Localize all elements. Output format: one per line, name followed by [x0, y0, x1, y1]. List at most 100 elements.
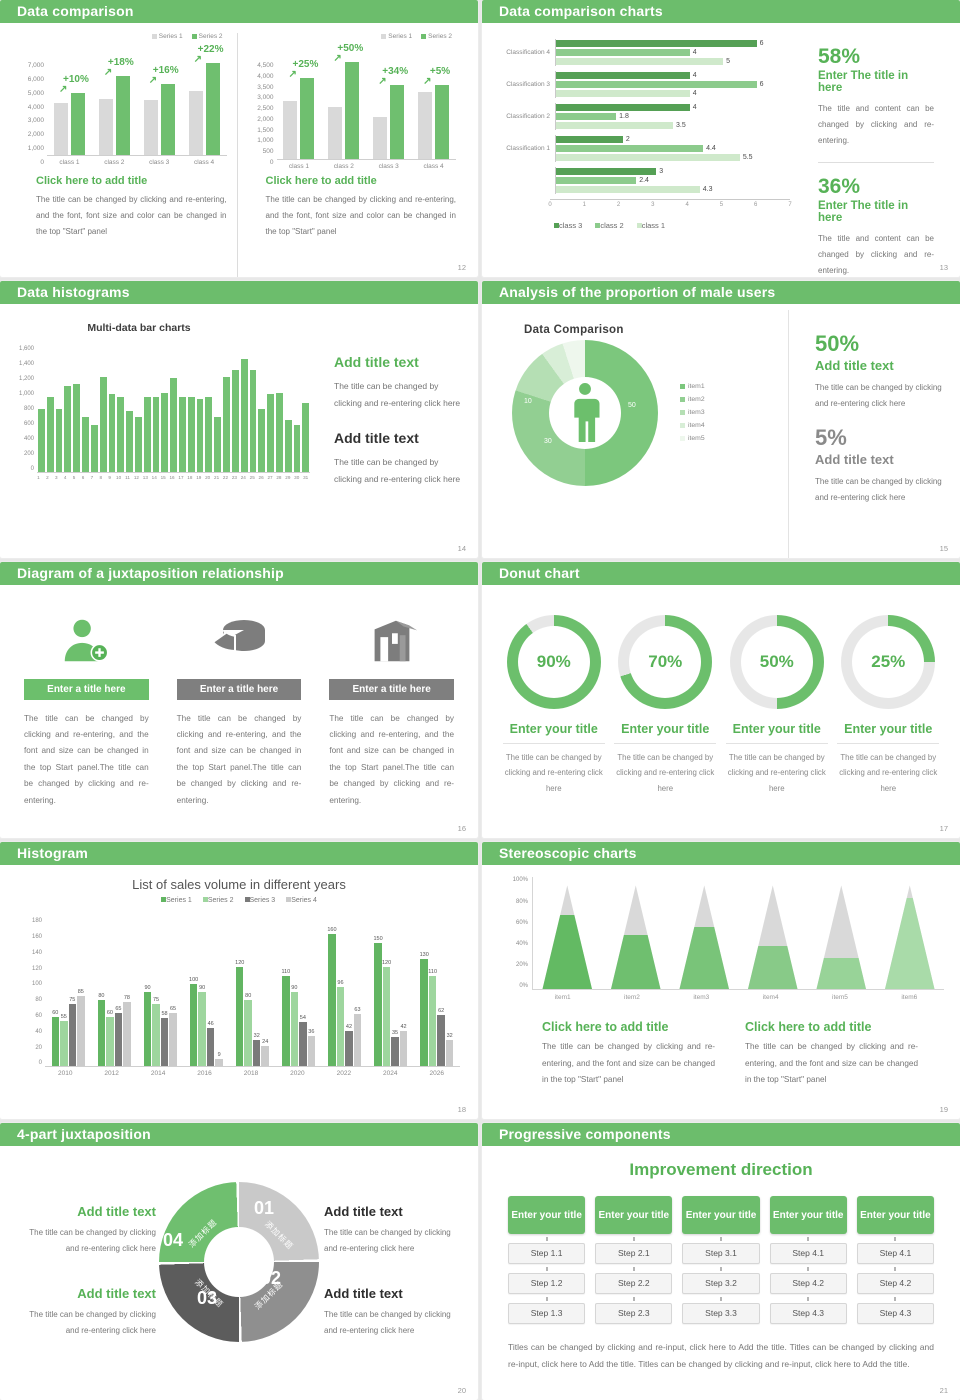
bar-series-3: 75 [68, 997, 77, 1067]
step-box: Step 3.1 [682, 1243, 760, 1265]
caption-block: Add title text The title can be changed … [16, 1286, 156, 1339]
value-label: 63 [354, 1007, 361, 1014]
caption-heading: Add title text [324, 1286, 403, 1302]
slide-thumbnail-21[interactable]: Progressive components Improvement direc… [481, 1122, 960, 1400]
y-tick: 1,600 [18, 345, 34, 352]
legend-swatch [161, 897, 167, 903]
slide-thumbnail-19[interactable]: Stereoscopic charts 100% 80% 60% 40% 20% 0% i… [481, 841, 960, 1121]
slide-thumbnail-14[interactable]: Data histograms Multi-data bar charts 1,… [0, 279, 479, 559]
donut-body: The title can be changed by clicking and… [616, 752, 715, 793]
bar-group: +5% ↗ [418, 66, 450, 159]
group-label: Classification 3 [506, 81, 550, 88]
bar-group: 110 90 54 36 [281, 969, 316, 1067]
ring-number: 03 [197, 1288, 218, 1309]
step-column: Enter your title Step 4.1 Step 4.2 Step 4.3 [856, 1196, 935, 1325]
value-label: 4.4 [706, 145, 716, 152]
value-label: 4 [692, 49, 697, 56]
slide-thumbnail-16[interactable]: Diagram of a juxtaposition relationship … [0, 560, 479, 840]
hbar-row: 3 [556, 168, 790, 175]
y-tick: 100% [512, 877, 528, 884]
value-label: 6 [759, 81, 764, 88]
caption-heading: Click here to add title [542, 1020, 669, 1035]
hbar-group: Classification 4 6 4 5 [488, 39, 790, 66]
y-tick: 140 [31, 949, 42, 956]
y-tick: 7,000 [27, 62, 44, 69]
slide-thumbnail-12[interactable]: Data comparison Series 1 Series 2 7,000 6,… [0, 0, 479, 278]
legend-item: Series 2 [191, 33, 223, 40]
bar-series-2: 120 [382, 960, 391, 1067]
chart-caption-title: Click here to add title [265, 175, 377, 187]
bar-group: 100 90 46 9 [189, 977, 223, 1067]
legend-item: Series 1 [151, 33, 183, 40]
slide-17-content: 90% Enter your title The title can be ch… [482, 585, 960, 839]
chart-legend: Series 1 Series 2 Series 3 Series 4 [18, 897, 460, 904]
growth-label: +18% [107, 57, 134, 68]
y-tick: 800 [23, 405, 34, 412]
value-label: 90 [144, 985, 151, 992]
legend-label: Series 4 [291, 897, 317, 905]
x-tick: 10 [116, 474, 122, 480]
value-label: 1.8 [619, 113, 629, 120]
pyramid-green-part [679, 927, 730, 990]
stat-body: The title and content can be changed by … [818, 104, 934, 146]
x-tick: 2010 [57, 1070, 73, 1078]
caption-body: The title can be changed by clicking and… [324, 1310, 451, 1336]
bar-series1 [53, 103, 68, 155]
x-axis: class 1 class 2 class 3 class 4 [277, 163, 457, 170]
value-label: 3 [659, 168, 664, 175]
stat-heading: Add title text [815, 452, 894, 468]
x-tick: 22 [222, 474, 229, 480]
stats-panel: 58% Enter The title in here The title an… [790, 39, 950, 277]
x-tick: 18 [187, 474, 193, 480]
x-tick: 2 [616, 202, 621, 208]
slide-thumbnail-17[interactable]: Donut chart 90% Enter your title The tit… [481, 560, 960, 840]
slide-thumbnail-13[interactable]: Data comparison charts Classification 4 6… [481, 0, 960, 278]
plot-area: +25% ↗ +50% ↗ +34% ↗ +5% ↗ [276, 43, 456, 160]
slide-thumbnail-15[interactable]: Analysis of the proportion of male users… [481, 279, 960, 559]
value-label: 80 [245, 993, 252, 1000]
plot-column: +25% ↗ +50% ↗ +34% ↗ +5% ↗ class 1 class 2 class 3… [276, 43, 456, 170]
pie-3d-icon [177, 607, 302, 667]
value-label: 65 [169, 1006, 177, 1013]
hbar [556, 177, 637, 184]
bar-series-2: 55 [60, 1014, 68, 1067]
value-label: 5.5 [742, 154, 753, 161]
y-axis: 1,600 1,400 1,200 1,000 800 600 400 200 0 [8, 346, 37, 472]
hbar [556, 40, 757, 47]
connector-dot [632, 1237, 635, 1242]
hbar [556, 90, 690, 97]
bar-series2: +50% ↗ [333, 43, 363, 159]
legend-swatch [202, 897, 208, 903]
x-tick: 2018 [243, 1070, 259, 1078]
bar-series-1: 160 [327, 927, 337, 1067]
legend-label: item1 [688, 383, 705, 391]
x-tick: 2020 [290, 1070, 305, 1078]
x-tick: 2016 [197, 1070, 212, 1078]
bar-group: +22% ↗ [188, 44, 223, 155]
slide-thumbnail-18[interactable]: Histogram List of sales volume in differ… [0, 841, 479, 1121]
x-tick: 2012 [104, 1070, 119, 1078]
growth-label: +22% [197, 44, 224, 55]
growth-label: +50% [337, 43, 364, 54]
hbar [556, 113, 617, 120]
legend-swatch [244, 897, 250, 903]
x-tick: 20 [205, 474, 211, 480]
slide-19-content: 100% 80% 60% 40% 20% 0% item1 item2 item3 item4 i… [482, 865, 960, 1119]
value-label: 60 [106, 1010, 113, 1017]
x-tick: 27 [267, 474, 273, 480]
group-bars: 3 2.4 4.3 [555, 167, 790, 194]
step-box: Step 2.2 [595, 1273, 673, 1295]
bar [293, 424, 301, 472]
pyramid-fill-wrap [609, 935, 663, 990]
stat-body: The title can be changed by clicking and… [815, 382, 942, 408]
slide-title: Analysis of the proportion of male users [482, 280, 960, 304]
group-bars: 4 1.8 3.5 [555, 103, 790, 130]
block-heading: Add title text [334, 429, 419, 446]
growth-label: +34% [382, 66, 409, 77]
group-bars: 2 4.4 5.5 [555, 135, 790, 162]
slide-thumbnail-20[interactable]: 4-part juxtaposition 01 添加标题 02 添加标题 03 添加标题 0… [0, 1122, 479, 1400]
step-box: Step 4.1 [856, 1243, 935, 1265]
bar [38, 408, 45, 472]
chart-title: Multi-data bar charts [87, 321, 191, 334]
x-tick: 13 [142, 474, 148, 480]
